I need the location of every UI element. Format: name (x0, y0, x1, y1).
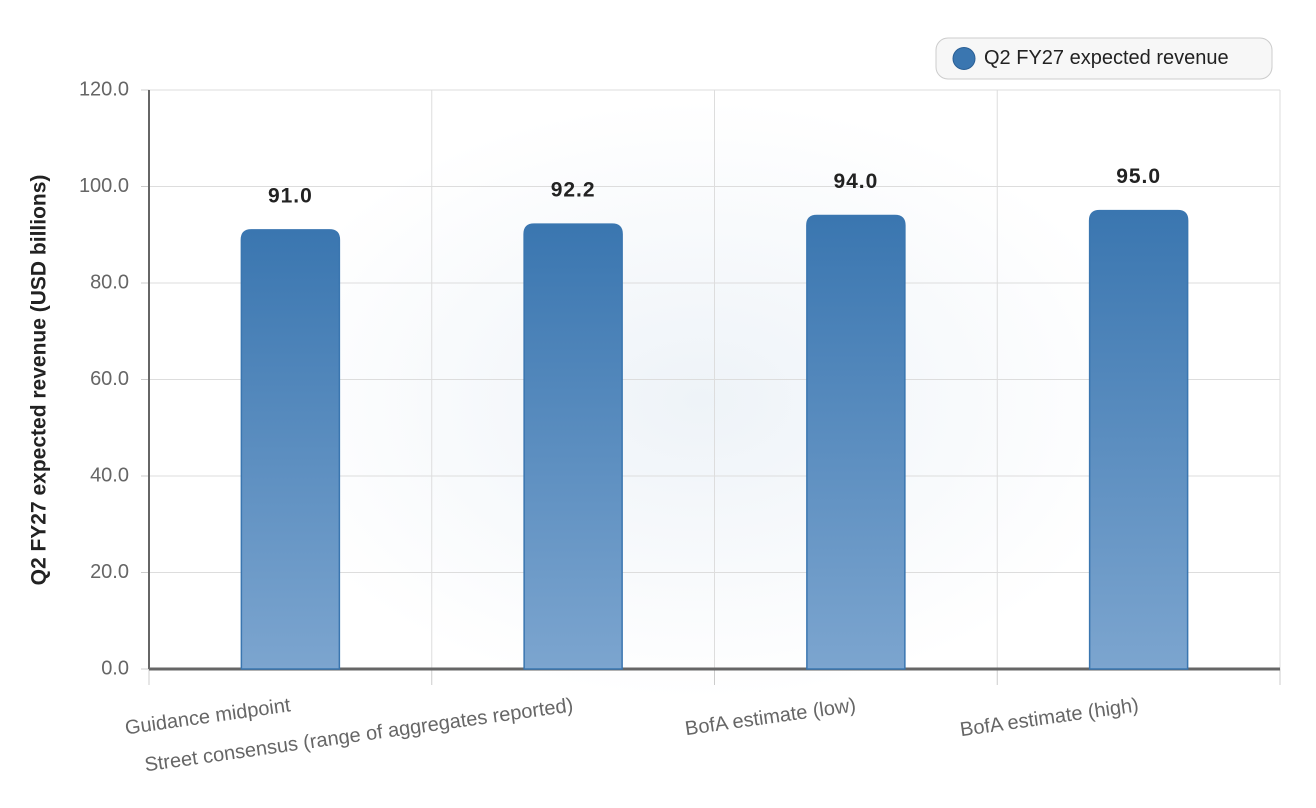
y-tick-label: 120.0 (79, 78, 129, 100)
bar (806, 214, 906, 670)
bar (523, 223, 623, 670)
value-label: 95.0 (1116, 165, 1161, 188)
x-tick-label: BofA estimate (high) (959, 694, 1140, 741)
value-label: 94.0 (833, 170, 878, 193)
y-tick-label: 80.0 (90, 271, 129, 293)
y-tick-label: 100.0 (79, 175, 129, 197)
y-tick-label: 40.0 (90, 464, 129, 486)
bar (1088, 209, 1189, 670)
x-tick-label: Guidance midpoint (124, 694, 293, 739)
y-axis-title: Q2 FY27 expected revenue (USD billions) (28, 175, 51, 586)
y-tick-label: 0.0 (101, 657, 129, 679)
value-label: 92.2 (551, 179, 596, 202)
value-label: 91.0 (268, 184, 313, 207)
y-tick-label: 60.0 (90, 368, 129, 390)
legend-swatch (952, 47, 976, 70)
legend-label: Q2 FY27 expected revenue (984, 47, 1229, 69)
legend (935, 37, 1273, 80)
y-tick-label: 20.0 (90, 561, 129, 583)
bar (240, 229, 341, 670)
background (250, 100, 1150, 700)
x-tick-label: BofA estimate (low) (684, 694, 858, 740)
